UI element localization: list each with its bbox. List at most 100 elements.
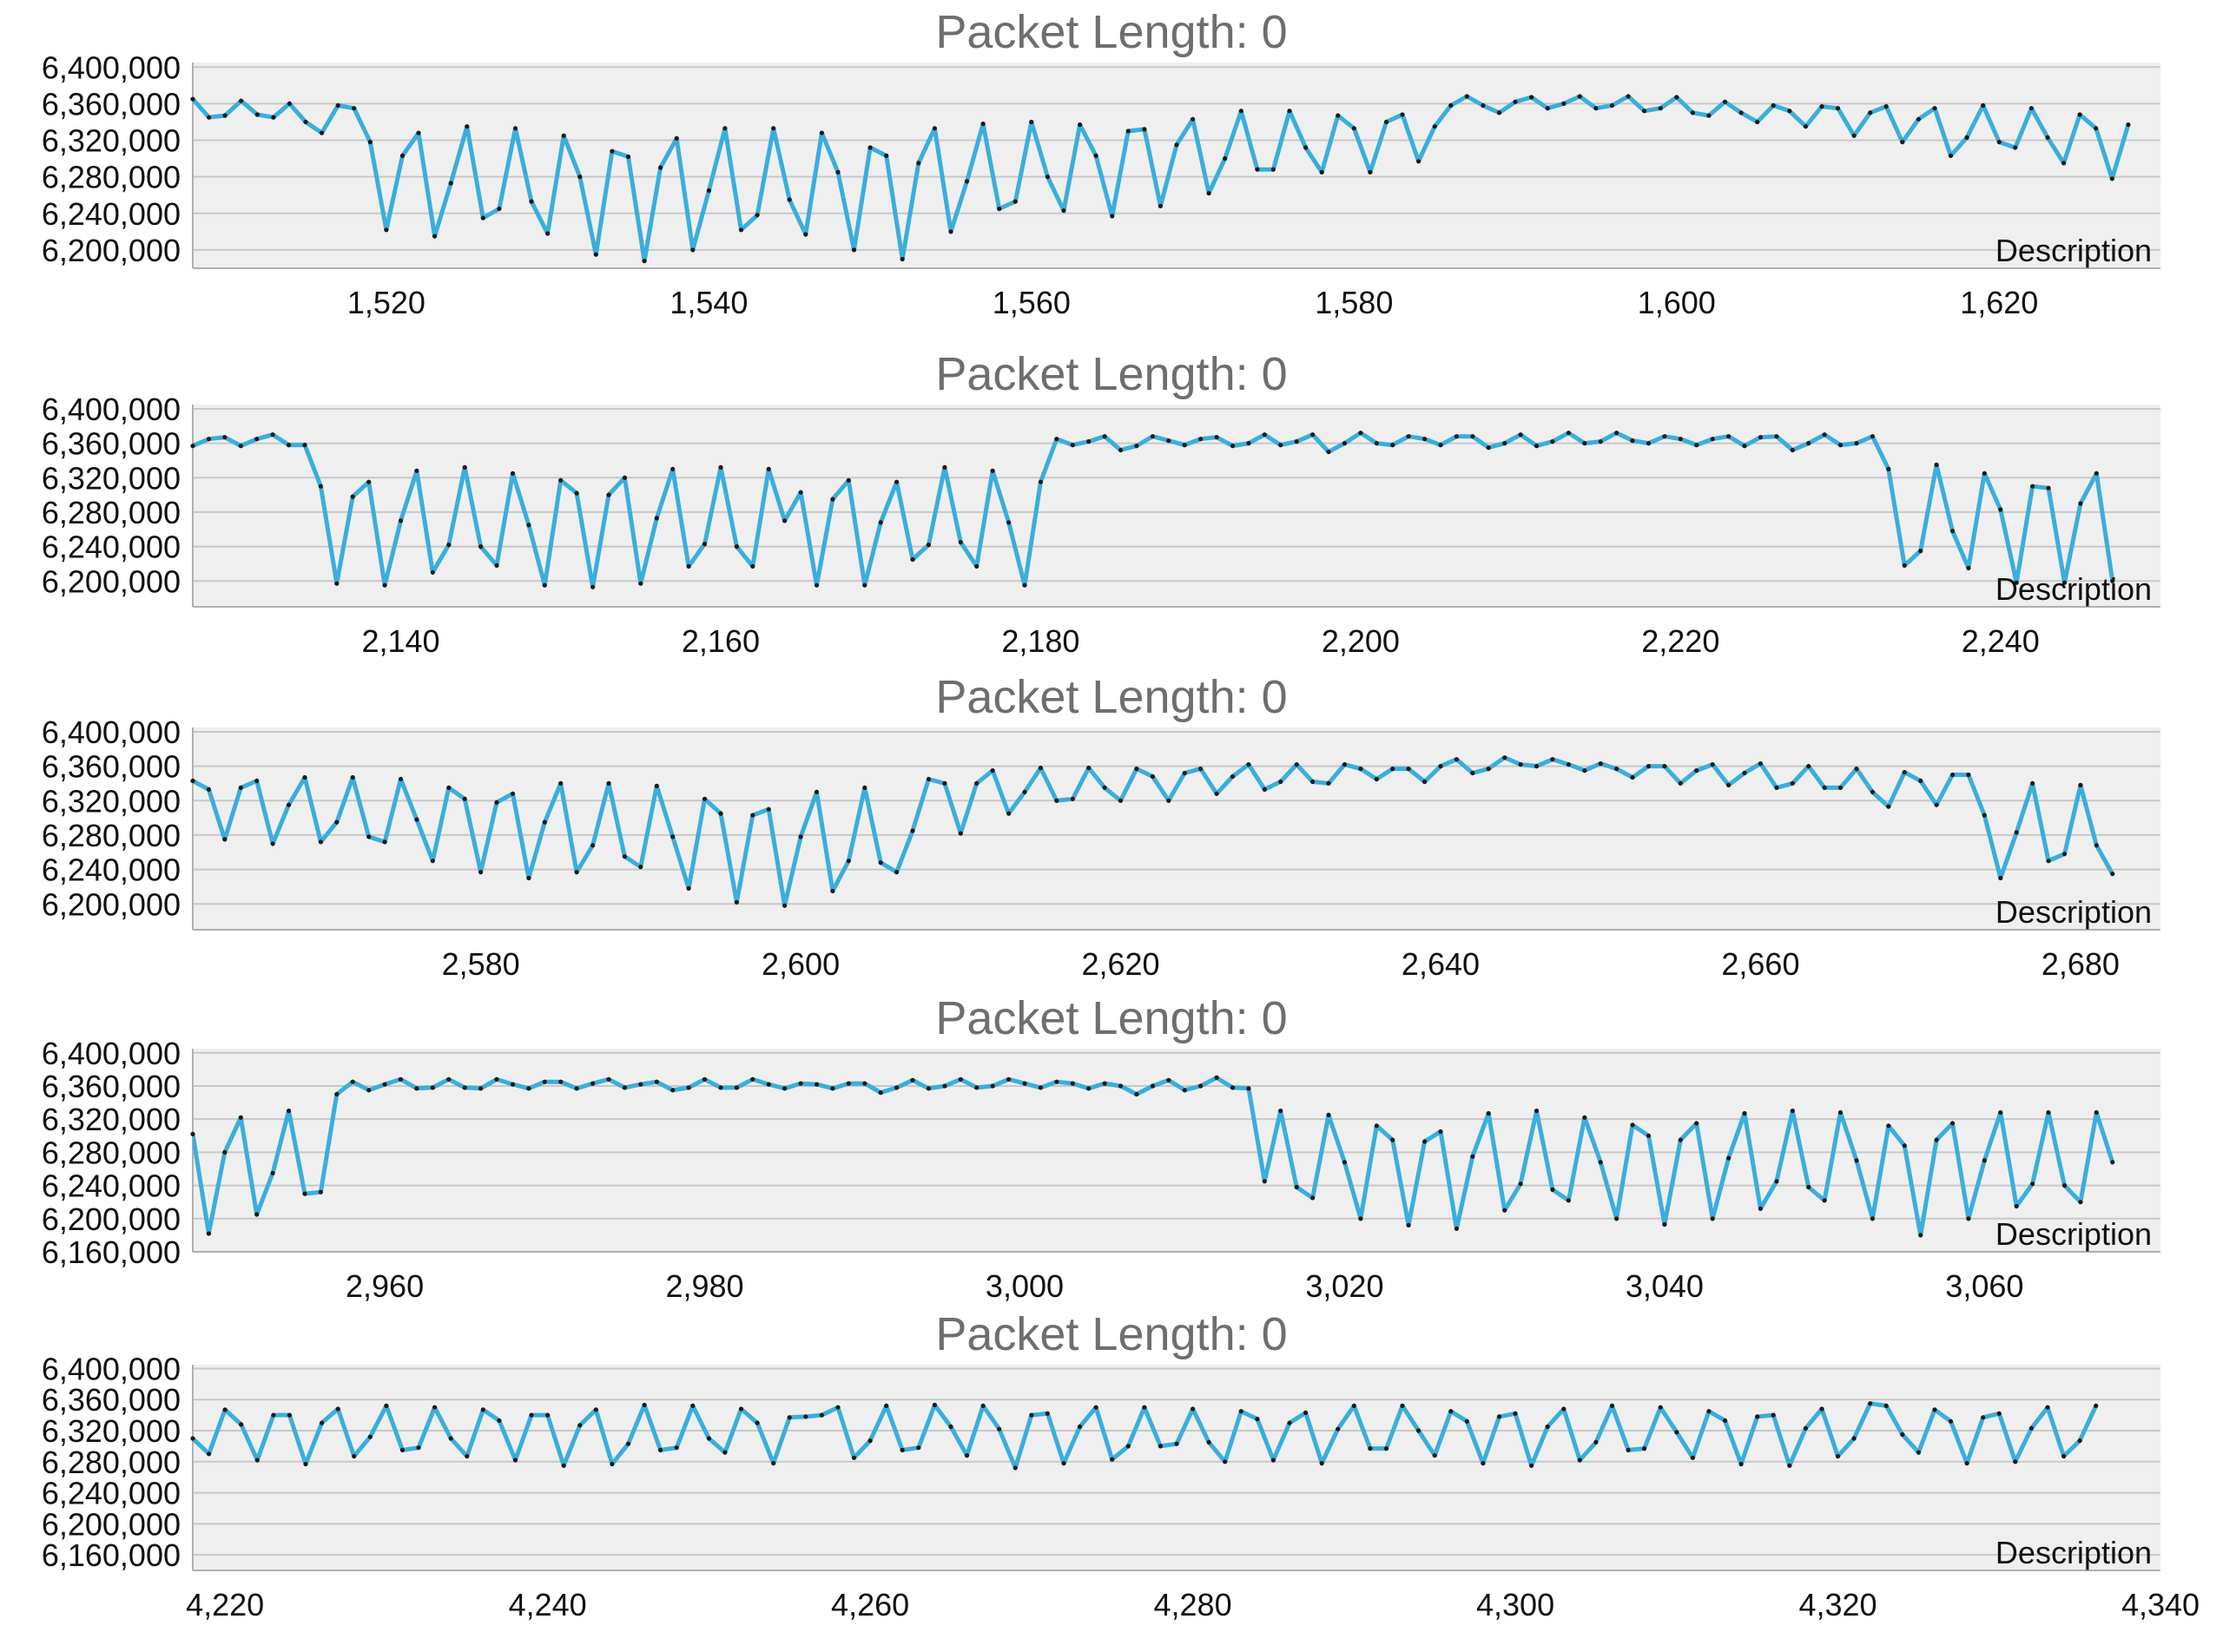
data-point	[1771, 102, 1776, 109]
data-point	[1390, 767, 1395, 772]
data-point	[1870, 434, 1875, 439]
data-point	[1294, 1184, 1299, 1190]
data-point	[2077, 112, 2082, 117]
data-point	[1238, 109, 1243, 114]
data-point	[1996, 1411, 2002, 1416]
data-point	[1150, 1083, 1155, 1089]
data-point	[1998, 1109, 2003, 1116]
data-point	[1982, 471, 1987, 476]
chart-title: Packet Length: 0	[935, 671, 1288, 723]
data-point	[2030, 484, 2035, 489]
y-tick-label: 6,360,000	[42, 1382, 181, 1418]
x-tick-label: 4,320	[1798, 1587, 1877, 1622]
data-point	[702, 1076, 708, 1082]
data-point	[1206, 191, 1211, 196]
data-point	[1262, 1179, 1267, 1184]
x-tick-label: 2,180	[1001, 623, 1079, 659]
data-point	[1502, 441, 1507, 446]
data-point	[366, 1088, 372, 1093]
data-point	[1198, 767, 1204, 772]
data-point	[1142, 1405, 1147, 1410]
y-tick-label: 6,400,000	[42, 392, 181, 427]
data-point	[1432, 124, 1437, 129]
data-point	[432, 1405, 438, 1410]
data-point	[577, 174, 583, 180]
data-point	[1948, 153, 1954, 158]
data-point	[1454, 757, 1459, 762]
data-point	[1582, 1115, 1587, 1120]
data-point	[1598, 761, 1603, 767]
data-point	[1883, 104, 1889, 109]
data-point	[1513, 1411, 1518, 1416]
y-tick-label: 6,280,000	[42, 1445, 181, 1480]
data-point	[1125, 128, 1131, 134]
data-point	[1006, 811, 1012, 816]
data-point	[1694, 768, 1699, 773]
data-point	[642, 1402, 647, 1408]
data-point	[1854, 441, 1859, 446]
data-point	[1678, 437, 1683, 442]
data-point	[1529, 95, 1534, 100]
data-point	[1545, 1424, 1550, 1430]
data-point	[1454, 1226, 1459, 1231]
y-tick-label: 6,240,000	[42, 196, 181, 232]
line-chart: 6,200,0006,240,0006,280,0006,320,0006,36…	[42, 49, 2160, 320]
legend-label: Description	[1995, 1535, 2152, 1570]
data-point	[787, 1415, 792, 1420]
data-point	[702, 796, 708, 801]
data-point	[1174, 1441, 1179, 1446]
data-point	[2046, 485, 2051, 490]
data-point	[1790, 447, 1795, 453]
data-point	[2045, 1405, 2050, 1410]
data-point	[755, 213, 760, 218]
data-point	[478, 544, 484, 550]
data-point	[1886, 466, 1891, 471]
data-point	[878, 1090, 883, 1096]
data-point	[1614, 1216, 1619, 1221]
data-point	[2013, 145, 2018, 150]
data-point	[1803, 1425, 1808, 1431]
data-point	[622, 475, 628, 480]
data-point	[1262, 787, 1267, 792]
data-point	[303, 1461, 308, 1467]
data-point	[942, 1083, 947, 1089]
data-point	[222, 837, 228, 842]
data-point	[1400, 112, 1405, 117]
data-point	[1166, 438, 1171, 444]
data-point	[1690, 1455, 1695, 1460]
data-point	[1045, 174, 1050, 180]
data-point	[1742, 444, 1747, 449]
data-point	[654, 1079, 659, 1084]
data-point	[1774, 434, 1779, 439]
data-point	[1706, 113, 1712, 118]
data-point	[606, 780, 611, 786]
data-point	[964, 179, 970, 184]
data-point	[497, 206, 502, 212]
data-point	[622, 1085, 628, 1090]
data-point	[942, 780, 947, 786]
data-point	[350, 774, 355, 780]
line-chart: 6,200,0006,240,0006,280,0006,320,0006,36…	[42, 714, 2160, 982]
data-point	[1326, 449, 1331, 455]
data-point	[1230, 1085, 1236, 1090]
data-point	[1454, 434, 1459, 439]
data-point	[1182, 770, 1187, 776]
data-point	[1662, 1221, 1667, 1227]
data-point	[1534, 444, 1540, 449]
data-point	[718, 1085, 723, 1090]
data-point	[1061, 208, 1066, 214]
data-point	[1642, 1446, 1647, 1451]
data-point	[1982, 813, 1987, 818]
data-point	[1054, 437, 1059, 442]
line-chart: 6,160,0006,200,0006,240,0006,280,0006,32…	[42, 1036, 2160, 1304]
y-tick-label: 6,360,000	[42, 426, 181, 462]
data-point	[1013, 199, 1018, 204]
data-point	[980, 1403, 986, 1408]
data-point	[254, 1458, 260, 1463]
data-point	[766, 806, 771, 812]
data-point	[686, 563, 691, 569]
data-point	[867, 1438, 873, 1444]
data-point	[1118, 447, 1124, 453]
data-point	[932, 1402, 937, 1408]
data-point	[382, 582, 387, 588]
